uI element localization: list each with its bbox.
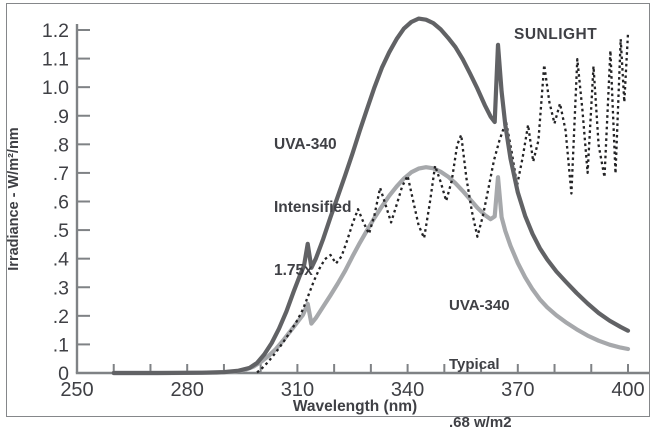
annotation-uva340-typical: UVA-340 Typical .68 w/m2 @340 nm [449,257,515,427]
x-tick-label: 400 [611,379,644,401]
annotation-line: .68 w/m2 [449,414,512,427]
y-tick-label: .7 [53,163,69,185]
x-tick-label: 340 [391,379,424,401]
y-tick-label: .2 [53,306,69,328]
y-tick-label: 1.0 [42,77,69,99]
x-axis-title: Wavelength (nm) [292,398,418,415]
series-uva340-typical [111,165,631,376]
y-tick-label: .4 [53,249,69,271]
y-tick-label: 1.1 [42,49,69,71]
series-sunlight [256,33,630,374]
annotation-line: Typical [449,355,500,373]
y-tick-label: 1.2 [42,20,69,42]
annotation-sunlight: SUNLIGHT [514,26,598,43]
x-tick-label: 280 [171,379,204,401]
y-tick-label: .6 [53,192,69,214]
y-tick-label: 0 [58,363,69,385]
y-tick-label: .8 [53,134,69,156]
y-tick-label: .5 [53,220,69,242]
x-tick-label: 310 [281,379,314,401]
y-tick-label: .9 [53,106,69,128]
y-tick-label: .3 [53,277,69,299]
annotation-uva340-intensified: UVA-340 Intensified 1.75x [274,92,352,323]
x-tick-label: 370 [501,379,534,401]
y-tick-label: .1 [53,334,69,356]
x-tick-label: 250 [60,379,93,401]
annotation-line: 1.75x [274,262,313,279]
annotation-line: Intensified [274,199,352,216]
annotation-line: UVA-340 [274,136,337,153]
series-uva340-intensified [111,16,631,376]
y-axis-title: Irradiance - W/m²/nm [6,127,22,271]
annotation-line: UVA-340 [449,297,510,314]
